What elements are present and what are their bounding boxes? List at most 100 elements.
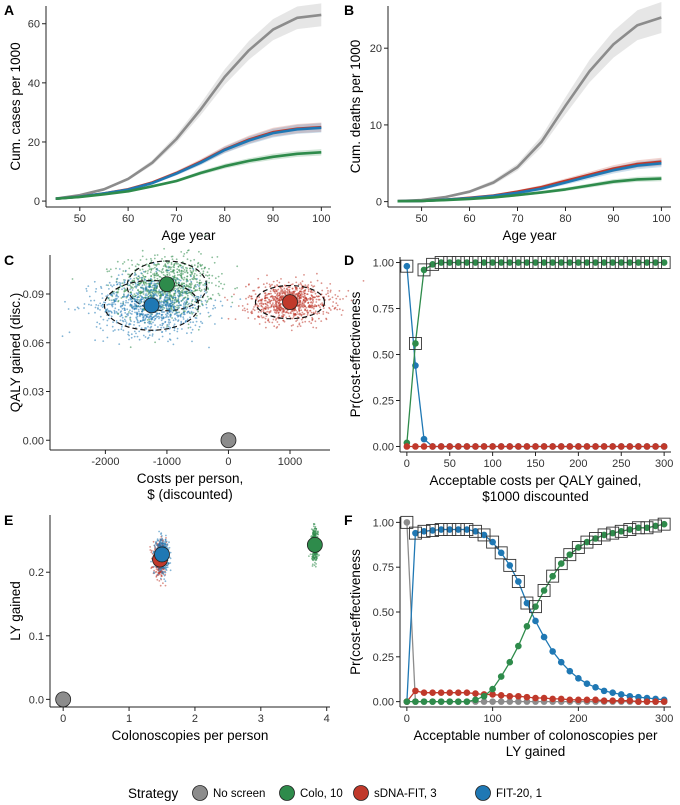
ceac-point-colo-10 [437,698,445,705]
panel-c: C -2000 -1000 0 1000 0.00 0.03 0.06 0.09 Costs pe… [4,234,365,502]
frontier-box [486,535,500,549]
y-axis-label: Pr(cost-effectiveness [348,291,363,417]
frontier-box [400,259,414,273]
y-axis-label: LY gained [8,581,23,641]
ceac-point-fit-20-1 [557,658,565,666]
ceac-point-colo-10 [455,259,462,266]
ceac-point-no-screen [489,698,496,705]
ceac-point-colo-10 [635,259,642,266]
ceac-point-sdna-fit-3 [566,696,574,704]
frontier-box [434,523,448,536]
ceac-point-sdna-fit-3 [626,443,634,450]
frontier-box [486,256,500,269]
frontier-box [434,256,448,269]
ceac-point-fit-20-1 [472,528,479,535]
x-tick-label: 250 [612,458,630,470]
ceac-point-colo-10 [515,259,522,266]
frontier-box [563,256,577,269]
ceac-point-sdna-fit-3 [549,443,556,450]
legend-label-sdna-fit-3: sDNA-FIT, 3 [374,788,437,800]
ceac-point-colo-10 [609,529,616,537]
mean-point-no-screen [220,432,237,449]
ceac-point-sdna-fit-3 [523,443,531,450]
ceac-point-sdna-fit-3 [412,687,419,695]
ceac-point-sdna-fit-3 [549,695,556,703]
ceac-point-sdna-fit-3 [609,443,616,450]
frontier-box [614,524,628,538]
frontier-box [554,557,568,571]
x-tick-label: 1000 [278,456,302,468]
frontier-box [589,256,602,269]
panel-f: F 0 100 200 300 0.00 0.25 0.50 0.75 1.00 Acceptabl… [344,512,673,759]
ceac-point-sdna-fit-3 [643,443,651,450]
ceac-point-colo-10 [643,259,651,266]
ceac-point-sdna-fit-3 [506,443,514,450]
x-tick-label: 60 [463,213,475,225]
mean-point-sdna-fit-3 [282,294,298,311]
ceac-point-sdna-fit-3 [532,443,539,450]
confidence-band-sdna-fit-3 [397,157,662,202]
y-tick-label: 0.06 [23,338,44,350]
y-tick-label: 0.00 [373,441,394,453]
ceac-point-sdna-fit-3 [489,691,496,698]
ceac-point-colo-10 [609,259,616,266]
ceac-point-colo-10 [575,259,582,266]
ceac-point-colo-10 [600,259,608,266]
ceac-point-sdna-fit-3 [626,697,634,705]
ceac-point-sdna-fit-3 [437,443,445,450]
y-tick-label: 0 [376,197,382,209]
x-tick-label: 100 [312,213,330,225]
ceac-point-sdna-fit-3 [523,693,531,701]
ceac-line-fit-20-1 [406,266,665,448]
y-tick-label: 60 [28,19,40,31]
frontier-box [631,521,645,535]
ceac-point-fit-20-1 [532,617,539,625]
ceac-point-fit-20-1 [609,689,616,696]
ceac-point-fit-20-1 [592,683,599,691]
frontier-box [520,596,534,610]
frontier-box [503,558,517,572]
ceac-point-fit-20-1 [446,526,454,533]
y-axis-label: Cum. cases per 1000 [8,42,23,170]
ceac-point-sdna-fit-3 [540,443,548,450]
y-tick-label: 0.03 [23,387,44,399]
legend-key-colo-10 [279,785,295,801]
series-line-fit-20-1 [55,126,322,200]
ceac-point-colo-10 [429,261,436,268]
y-tick-label: 0.00 [23,435,44,447]
ceac-point-colo-10 [480,692,488,700]
series-line-no-screen [397,16,662,203]
ceac-point-colo-10 [540,587,548,594]
frontier-box [546,256,560,269]
ceac-point-colo-10 [472,259,479,266]
x-tick-label: 90 [267,213,279,225]
ceac-point-fit-20-1 [420,528,428,535]
legend-label-no-screen: No screen [213,788,265,800]
ceac-point-colo-10 [506,259,514,266]
ceac-point-sdna-fit-3 [506,692,514,700]
x-tick-label: 0 [60,713,66,725]
legend-label-colo-10: Colo, 10 [300,788,343,800]
frontier-box [460,256,474,269]
frontier-box [631,256,645,269]
panel-letter-a: A [4,2,14,18]
ceac-point-sdna-fit-3 [463,443,471,450]
frontier-box [614,256,628,269]
y-tick-label: 0.75 [373,304,394,316]
ceac-point-fit-20-1 [540,633,548,641]
series-line-no-screen [55,13,322,200]
ceac-point-colo-10 [412,698,419,705]
x-tick-label: 300 [655,713,673,725]
legend: Strategy No screen Colo, 10 sDNA-FIT, 3 FIT-… [128,785,542,801]
x-tick-label: 90 [607,213,619,225]
y-axis-label: Pr(cost-effectiveness [348,549,363,675]
confidence-band-no-screen [55,3,322,200]
ceac-point-sdna-fit-3 [652,698,659,705]
frontier-box [460,523,474,536]
ceac-point-colo-10 [412,340,419,347]
ceac-point-sdna-fit-3 [480,443,488,450]
ceac-point-fit-20-1 [523,599,531,607]
ceac-point-colo-10 [575,544,582,551]
point-cloud-colo-10 [71,234,239,349]
ceac-point-sdna-fit-3 [489,443,496,450]
